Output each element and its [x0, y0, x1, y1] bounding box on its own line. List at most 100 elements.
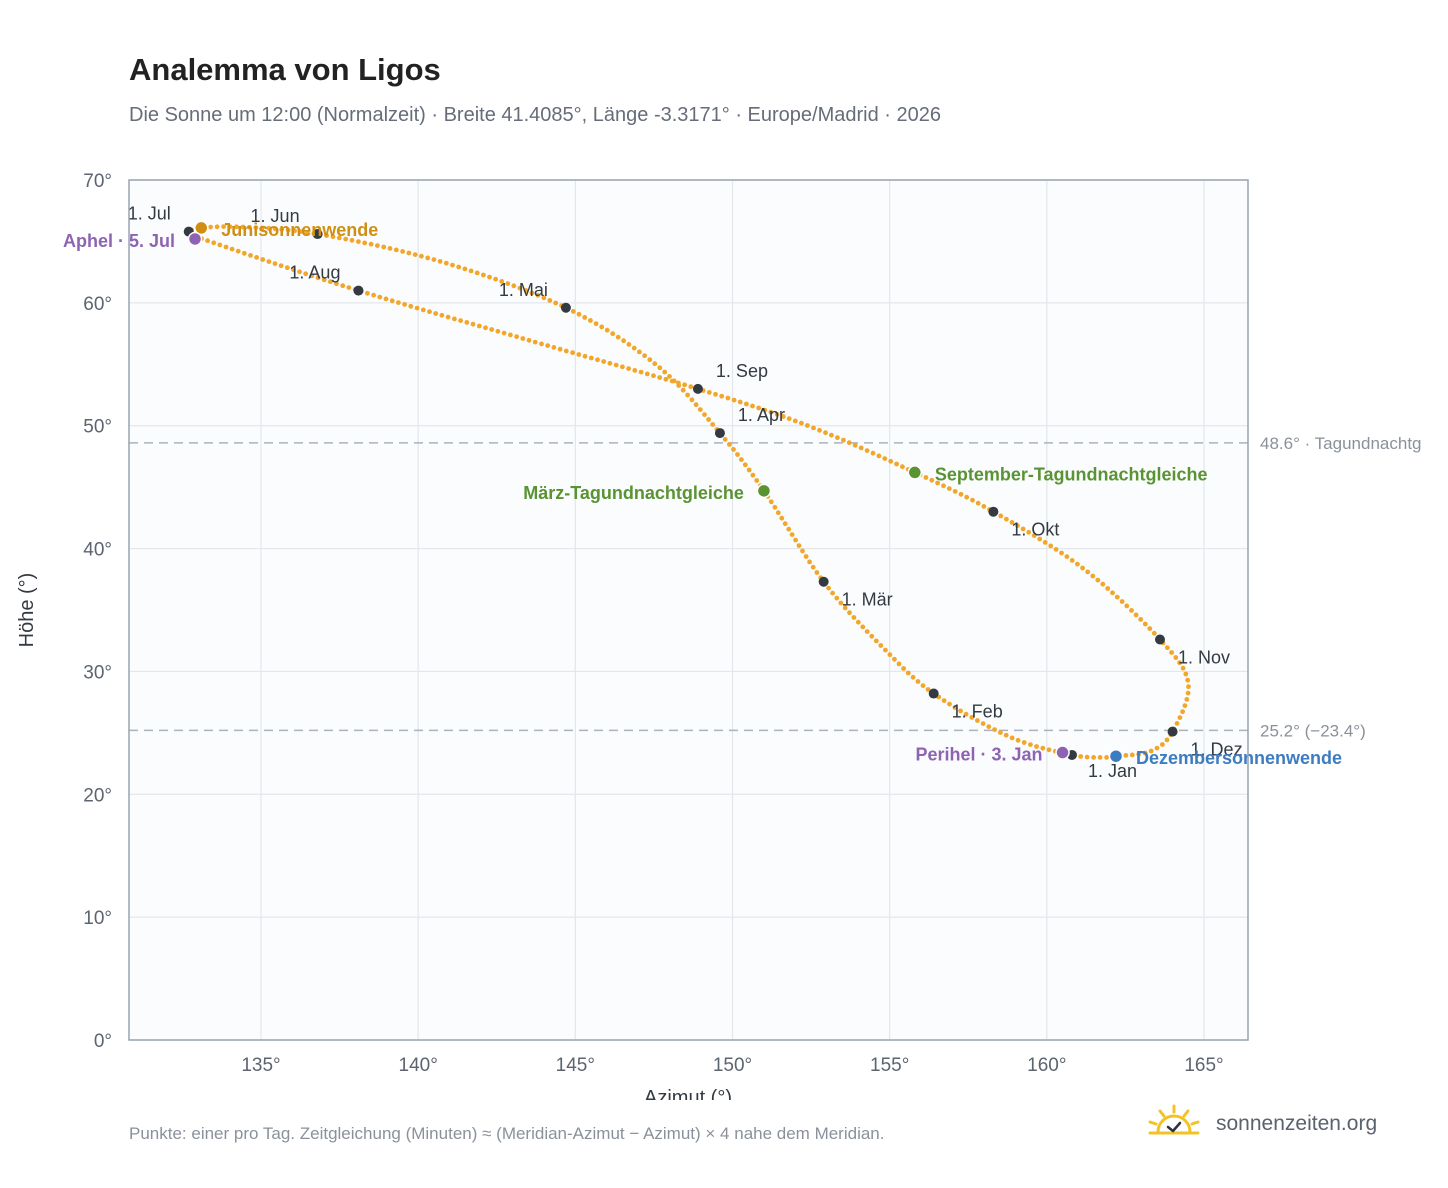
daily-sun-point — [334, 281, 339, 287]
daily-sun-point — [782, 521, 788, 527]
daily-sun-point — [305, 230, 310, 235]
daily-sun-point — [1129, 752, 1135, 758]
daily-sun-point — [887, 652, 893, 658]
month-marker — [692, 383, 703, 394]
month-marker — [560, 302, 571, 313]
y-tick-label: 40° — [83, 540, 112, 561]
daily-sun-point — [1034, 744, 1039, 749]
daily-sun-point — [481, 272, 486, 278]
daily-sun-point — [470, 321, 476, 327]
daily-sun-point — [340, 283, 346, 289]
daily-sun-point — [975, 500, 981, 506]
daily-sun-point — [349, 237, 355, 243]
daily-sun-point — [789, 532, 795, 537]
daily-sun-point — [487, 274, 492, 280]
y-tick-label: 50° — [83, 417, 112, 438]
daily-sun-point — [667, 374, 672, 379]
daily-sun-point — [576, 352, 582, 357]
daily-sun-point — [710, 422, 716, 427]
y-tick-label: 70° — [83, 171, 112, 192]
daily-sun-point — [607, 360, 613, 366]
daily-sun-point — [1021, 740, 1027, 745]
daily-sun-point — [929, 477, 935, 483]
daily-sun-point — [680, 387, 686, 393]
daily-sun-point — [669, 378, 675, 384]
daily-sun-point — [970, 497, 975, 503]
daily-sun-point — [406, 250, 412, 256]
daily-sun-point — [1184, 697, 1190, 702]
daily-sun-point — [805, 423, 810, 428]
daily-sun-point — [1085, 569, 1091, 575]
month-marker — [312, 229, 323, 240]
daily-sun-point — [685, 392, 690, 398]
daily-sun-point — [610, 331, 616, 337]
daily-sun-point — [925, 687, 931, 692]
daily-sun-point — [1028, 742, 1033, 747]
daily-sun-point — [1064, 554, 1070, 559]
daily-sun-point — [1129, 608, 1134, 613]
event-label: März-Tagundnachtgleiche — [523, 483, 744, 503]
month-label: 1. Nov — [1178, 647, 1230, 667]
brand-logo[interactable]: sonnenzeiten.org — [1146, 1102, 1406, 1146]
daily-sun-point — [291, 267, 296, 273]
daily-sun-point — [474, 270, 480, 276]
daily-sun-point — [1031, 533, 1037, 538]
daily-sun-point — [476, 323, 482, 329]
daily-sun-point — [1123, 753, 1129, 758]
daily-sun-point — [346, 285, 352, 290]
daily-sun-point — [803, 554, 809, 559]
month-marker — [353, 285, 364, 296]
daily-sun-point — [557, 346, 563, 352]
daily-sun-point — [272, 261, 278, 266]
x-tick-label: 140° — [399, 1055, 438, 1076]
daily-sun-point — [254, 255, 259, 260]
daily-sun-point — [1165, 645, 1170, 651]
daily-sun-point — [1015, 737, 1021, 743]
daily-sun-point — [793, 537, 798, 543]
month-label: 1. Aug — [289, 263, 340, 283]
daily-sun-point — [493, 276, 498, 282]
daily-sun-point — [852, 442, 858, 448]
daily-sun-point — [315, 275, 321, 281]
daily-sun-point — [1148, 748, 1154, 754]
daily-sun-point — [221, 224, 227, 230]
daily-sun-point — [1183, 671, 1189, 677]
daily-sun-point — [529, 290, 535, 296]
daily-sun-point — [383, 296, 389, 302]
daily-sun-point — [297, 269, 302, 275]
daily-sun-point — [1105, 586, 1111, 591]
daily-sun-point — [829, 432, 834, 438]
daily-sun-point — [905, 670, 911, 676]
daily-sun-point — [408, 303, 414, 309]
daily-sun-point — [576, 311, 582, 317]
daily-sun-point — [727, 442, 732, 447]
daily-sun-point — [420, 307, 426, 313]
daily-sun-point — [754, 478, 760, 483]
daily-sun-point — [657, 365, 663, 371]
daily-sun-point — [599, 324, 605, 330]
daily-sun-point — [835, 435, 840, 441]
month-marker — [818, 576, 829, 587]
chart-subtitle: Die Sonne um 12:00 (Normalzeit) · Breite… — [129, 104, 942, 126]
daily-sun-point — [508, 332, 513, 338]
daily-sun-point — [1059, 550, 1064, 556]
daily-sun-point — [1053, 547, 1059, 552]
daily-sun-point — [882, 456, 888, 461]
daily-sun-point — [553, 300, 559, 306]
month-label: 1. Mai — [499, 280, 548, 300]
daily-sun-point — [830, 590, 835, 596]
analemma-chart: 48.6° · Tagundnachtg 25.2° (−23.4°) 1. Ja… — [16, 171, 1422, 1100]
y-tick-label: 60° — [83, 294, 112, 315]
daily-sun-point — [266, 259, 272, 264]
daily-sun-point — [780, 414, 786, 419]
daily-sun-point — [615, 334, 621, 340]
daily-sun-point — [1110, 590, 1115, 596]
daily-sun-point — [1151, 630, 1157, 636]
daily-sun-point — [1133, 612, 1139, 618]
x-tick-label: 155° — [870, 1055, 909, 1076]
month-label: 1. Dez — [1191, 740, 1243, 760]
daily-sun-point — [756, 405, 762, 411]
daily-sun-point — [452, 316, 457, 322]
reference-line-label: 48.6° · Tagundnachtg — [1260, 434, 1422, 453]
daily-sun-point — [941, 698, 947, 703]
